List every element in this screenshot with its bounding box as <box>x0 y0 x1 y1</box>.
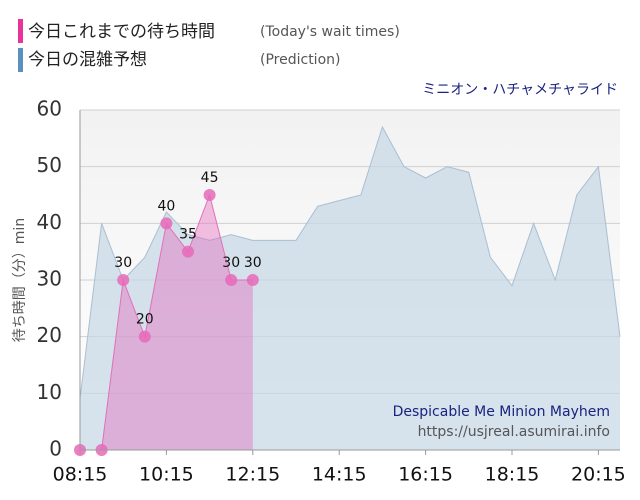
data-label: 30 <box>222 255 240 271</box>
data-label: 20 <box>136 312 154 328</box>
legend-label-en: (Prediction) <box>260 52 340 68</box>
point <box>117 274 130 286</box>
y-tick-label: 60 <box>37 97 62 121</box>
legend-label-en: (Today's wait times) <box>260 24 400 40</box>
point <box>203 189 216 201</box>
x-tick-label: 12:15 <box>225 464 280 486</box>
point <box>138 330 151 343</box>
y-axis-label: 待ち時間（分）min <box>12 218 28 342</box>
data-label: 30 <box>244 255 262 271</box>
x-tick-label: 14:15 <box>312 464 367 486</box>
y-tick-label: 40 <box>37 210 62 234</box>
y-tick-label: 20 <box>37 323 62 347</box>
area <box>80 195 253 450</box>
annotation: https://usjreal.asumirai.info <box>418 424 610 440</box>
legend-swatch <box>18 48 23 72</box>
data-label: 45 <box>201 170 219 186</box>
legend-swatch <box>18 19 23 43</box>
data-label: 40 <box>157 198 175 214</box>
x-tick-label: 20:15 <box>571 464 626 486</box>
y-tick-label: 0 <box>49 437 62 461</box>
data-label: 30 <box>114 255 132 271</box>
y-tick-label: 50 <box>37 153 62 177</box>
point <box>160 217 173 230</box>
x-tick-label: 10:15 <box>139 464 194 486</box>
y-tick-label: 10 <box>37 380 62 404</box>
point <box>225 274 238 286</box>
x-tick-label: 16:15 <box>398 464 453 486</box>
point <box>182 245 194 258</box>
chart-title: ミニオン・ハチャメチャライド <box>422 82 618 98</box>
x-tick-label: 18:15 <box>485 464 540 486</box>
y-tick-label: 30 <box>37 267 62 291</box>
legend: 今日これまでの待ち時間 (Today's wait times) 今日の混雑予想… <box>18 19 400 72</box>
area <box>80 127 620 450</box>
data-label: 35 <box>179 227 197 243</box>
legend-label: 今日これまでの待ち時間 <box>28 22 215 42</box>
legend-label: 今日の混雑予想 <box>28 50 147 70</box>
x-tick-label: 08:15 <box>53 464 108 486</box>
annotation: Despicable Me Minion Mayhem <box>393 404 610 420</box>
point <box>246 274 259 286</box>
line <box>79 125 621 400</box>
